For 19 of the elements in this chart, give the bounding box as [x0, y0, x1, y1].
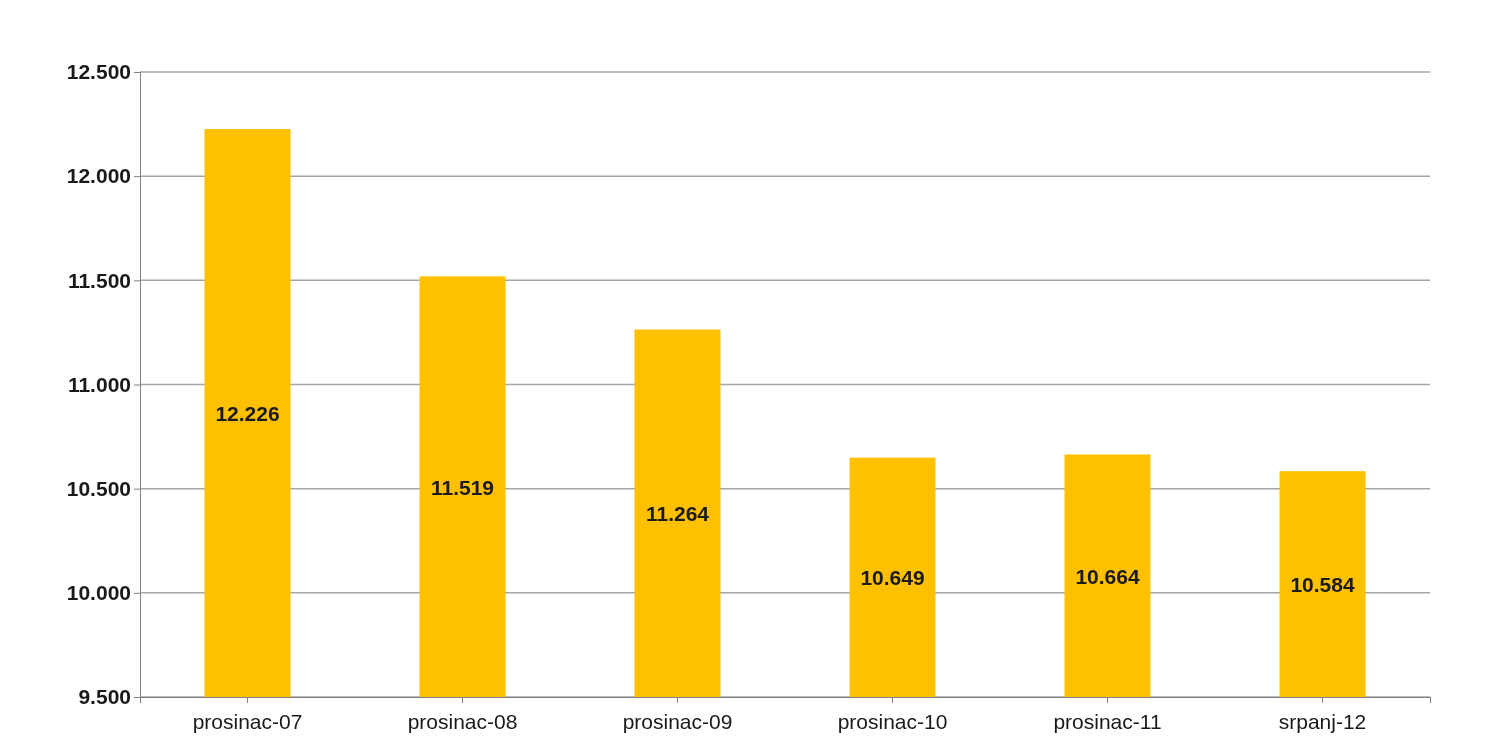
data-label: 12.226 [215, 402, 280, 426]
data-label: 10.649 [860, 566, 925, 590]
y-tick-label: 10.500 [66, 476, 131, 500]
data-label: 10.584 [1290, 573, 1355, 597]
x-tick-label: prosinac-11 [1053, 710, 1162, 734]
data-label: 11.264 [645, 502, 710, 526]
y-tick-label: 10.000 [66, 581, 131, 605]
y-tick-label: 11.000 [67, 372, 131, 396]
x-tick-label: prosinac-09 [622, 710, 733, 734]
x-tick-label: srpanj-12 [1278, 710, 1367, 734]
y-tick-label: 9.500 [78, 685, 131, 709]
x-tick-label: prosinac-07 [192, 710, 303, 734]
y-tick-label: 12.500 [66, 60, 131, 84]
y-tick-label: 11.500 [67, 268, 131, 292]
x-tick-label: prosinac-10 [837, 710, 948, 734]
data-label: 11.519 [430, 475, 495, 499]
y-tick-label: 12.000 [66, 164, 131, 188]
x-tick-label: prosinac-08 [407, 710, 518, 734]
data-label: 10.664 [1075, 564, 1140, 588]
